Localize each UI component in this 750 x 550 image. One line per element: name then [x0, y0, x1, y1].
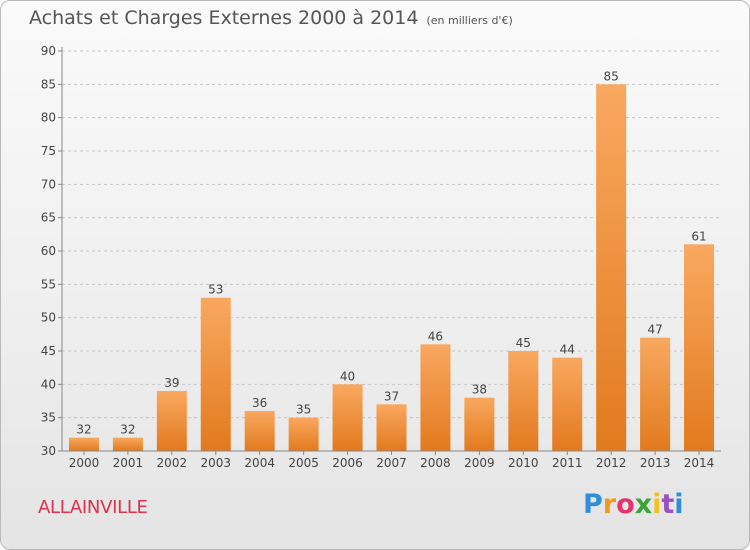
- labels: 30 35 40 45 50 55 60 65 70 75 80 85 90 32 2000 32 2001 39…: [41, 44, 715, 470]
- logo-letter: o: [616, 489, 635, 520]
- y-tick-label: 30: [41, 444, 56, 458]
- bar: [156, 391, 187, 451]
- x-tick-label: 2001: [113, 456, 144, 470]
- bar: [552, 357, 583, 451]
- x-tick-label: 2014: [684, 456, 715, 470]
- y-tick-label: 90: [41, 44, 56, 58]
- y-tick-label: 80: [41, 111, 56, 125]
- logo-letter: r: [602, 489, 617, 520]
- y-tick-label: 40: [41, 377, 56, 391]
- y-tick-label: 85: [41, 77, 56, 91]
- data-label: 85: [604, 69, 619, 83]
- data-label: 61: [691, 229, 706, 243]
- x-tick-label: 2007: [376, 456, 407, 470]
- logo-letter: P: [583, 489, 603, 520]
- bar: [68, 437, 99, 451]
- chart-title-text: Achats et Charges Externes 2000 à 2014: [29, 7, 419, 29]
- bars: [68, 84, 715, 451]
- x-tick-label: 2006: [332, 456, 363, 470]
- chart-unit: (en milliers d'€): [426, 14, 513, 27]
- data-label: 46: [428, 329, 443, 343]
- data-label: 53: [208, 283, 223, 297]
- proxiti-logo: Proxiti: [583, 489, 684, 520]
- x-tick-label: 2002: [157, 456, 188, 470]
- data-label: 35: [296, 403, 311, 417]
- y-tick-label: 50: [41, 311, 56, 325]
- logo-letter: t: [661, 489, 675, 520]
- y-tick-label: 65: [41, 211, 56, 225]
- data-label: 38: [472, 383, 487, 397]
- chart-title: Achats et Charges Externes 2000 à 2014 (e…: [29, 7, 513, 29]
- x-tick-label: 2004: [244, 456, 275, 470]
- bar: [596, 84, 627, 451]
- bar: [420, 344, 451, 451]
- data-label: 44: [560, 343, 575, 357]
- city-name: ALLAINVILLE: [38, 497, 148, 518]
- y-tick-label: 75: [41, 144, 56, 158]
- data-label: 37: [384, 389, 399, 403]
- bar: [244, 411, 275, 451]
- bar: [112, 437, 143, 451]
- bar: [200, 297, 231, 451]
- bar: [508, 351, 539, 451]
- data-label: 47: [647, 323, 662, 337]
- x-tick-label: 2013: [640, 456, 671, 470]
- data-label: 39: [164, 376, 179, 390]
- y-tick-label: 45: [41, 344, 56, 358]
- y-tick-label: 35: [41, 411, 56, 425]
- y-tick-label: 55: [41, 277, 56, 291]
- data-label: 45: [516, 336, 531, 350]
- x-tick-label: 2012: [596, 456, 627, 470]
- data-label: 32: [120, 423, 135, 437]
- y-tick-label: 60: [41, 244, 56, 258]
- x-tick-label: 2008: [420, 456, 451, 470]
- x-tick-label: 2003: [200, 456, 231, 470]
- bar: [376, 404, 407, 451]
- axes: [58, 47, 721, 455]
- x-tick-label: 2000: [69, 456, 100, 470]
- x-tick-label: 2010: [508, 456, 539, 470]
- logo-letter: i: [652, 489, 662, 520]
- bar: [288, 417, 319, 451]
- logo-letter: i: [674, 489, 684, 520]
- logo-letter: x: [634, 489, 653, 520]
- bar: [332, 384, 363, 451]
- x-tick-label: 2009: [464, 456, 495, 470]
- y-tick-label: 70: [41, 177, 56, 191]
- data-label: 36: [252, 396, 267, 410]
- data-label: 40: [340, 369, 355, 383]
- bar: [640, 337, 671, 451]
- bar: [464, 397, 495, 451]
- x-tick-label: 2011: [552, 456, 583, 470]
- x-tick-label: 2005: [288, 456, 319, 470]
- bar: [684, 244, 715, 451]
- data-label: 32: [76, 423, 91, 437]
